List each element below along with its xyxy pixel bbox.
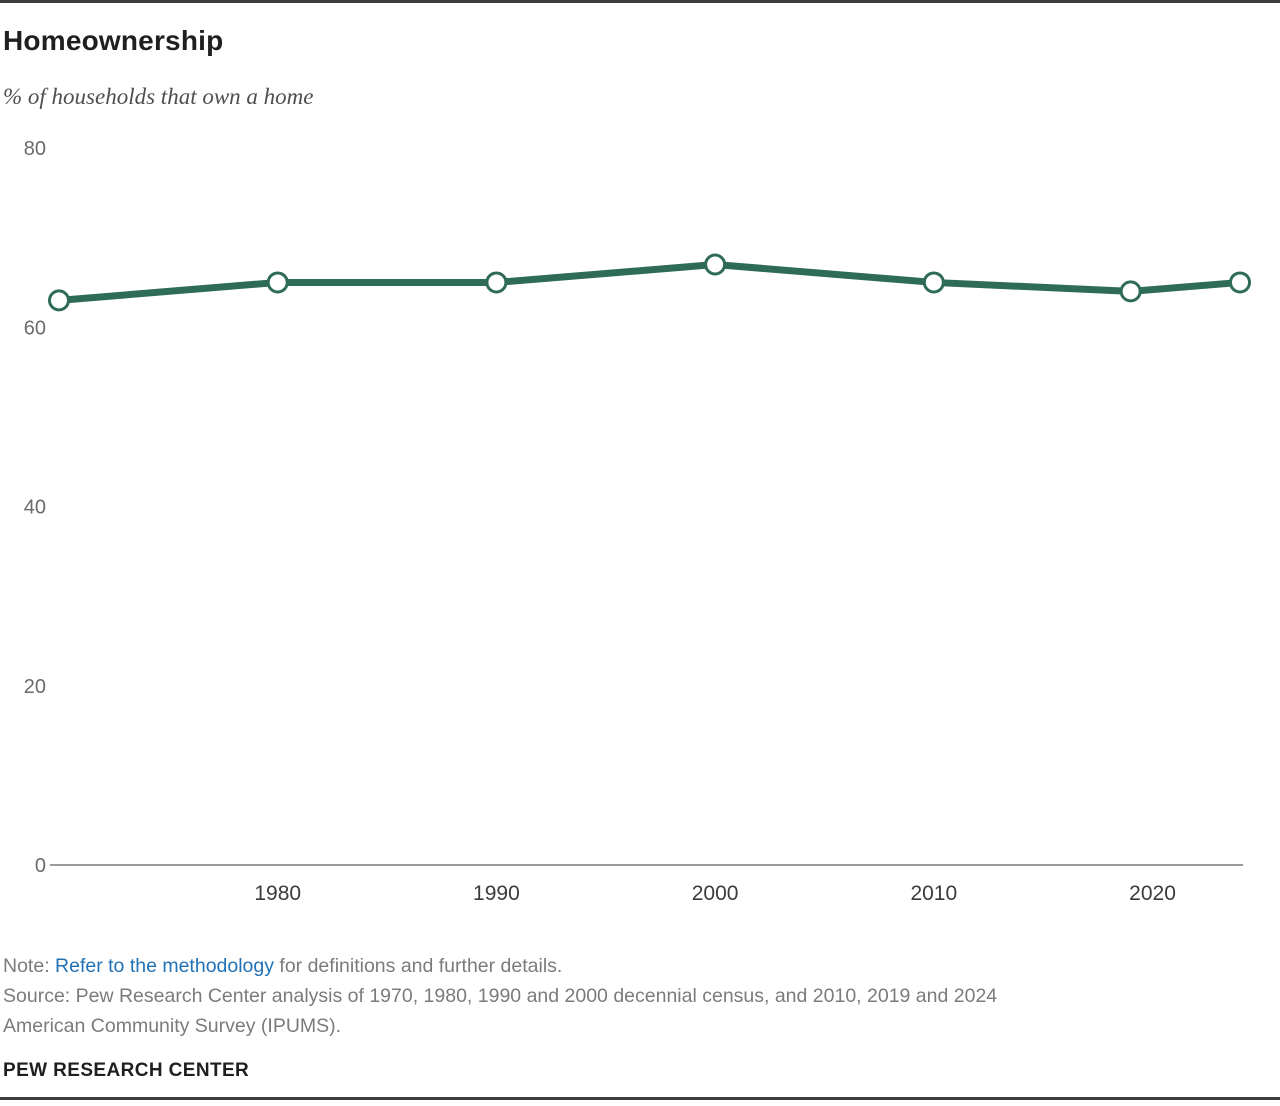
x-axis-tick-label: 2000 bbox=[692, 882, 739, 905]
data-point-marker bbox=[266, 271, 289, 294]
x-axis-tick-label: 2010 bbox=[910, 882, 957, 905]
top-divider bbox=[0, 0, 1280, 3]
trend-line bbox=[55, 261, 1244, 304]
data-point-marker bbox=[48, 289, 70, 312]
y-axis-tick-label: 60 bbox=[24, 317, 46, 339]
note-suffix: for definitions and further details. bbox=[274, 955, 563, 977]
data-point-marker bbox=[485, 271, 508, 294]
y-axis-tick-label: 20 bbox=[24, 676, 46, 698]
x-axis-tick-label: 1980 bbox=[254, 882, 301, 905]
x-axis-tick-label: 2020 bbox=[1129, 882, 1176, 905]
data-point-marker bbox=[704, 253, 727, 276]
note-prefix: Note: bbox=[3, 955, 56, 977]
data-point-marker bbox=[1229, 271, 1251, 294]
page-subtitle: % of households that own a home bbox=[3, 84, 314, 109]
y-axis-tick-label: 80 bbox=[24, 138, 46, 160]
source-text: Source: Pew Research Center analysis of … bbox=[3, 985, 998, 1037]
y-axis-tick-label: 40 bbox=[24, 497, 46, 519]
chart-notes: Note: Refer to the methodology for defin… bbox=[3, 951, 1083, 1041]
y-axis-tick-label: 0 bbox=[35, 855, 46, 877]
chart-area: 0 20 40 60 80 1980 1990 2000 2010 2020 bbox=[0, 130, 1280, 920]
x-axis-tick-label: 1990 bbox=[473, 882, 520, 905]
bottom-divider bbox=[0, 1097, 1280, 1100]
data-point-marker bbox=[922, 271, 945, 294]
page-title: Homeownership bbox=[3, 25, 224, 56]
brand-footer: PEW RESEARCH CENTER bbox=[3, 1060, 250, 1081]
line-chart: 0 20 40 60 80 1980 1990 2000 2010 2020 bbox=[24, 138, 1251, 905]
methodology-link[interactable]: Refer to the methodology bbox=[55, 955, 274, 977]
data-point-marker bbox=[1119, 280, 1142, 303]
